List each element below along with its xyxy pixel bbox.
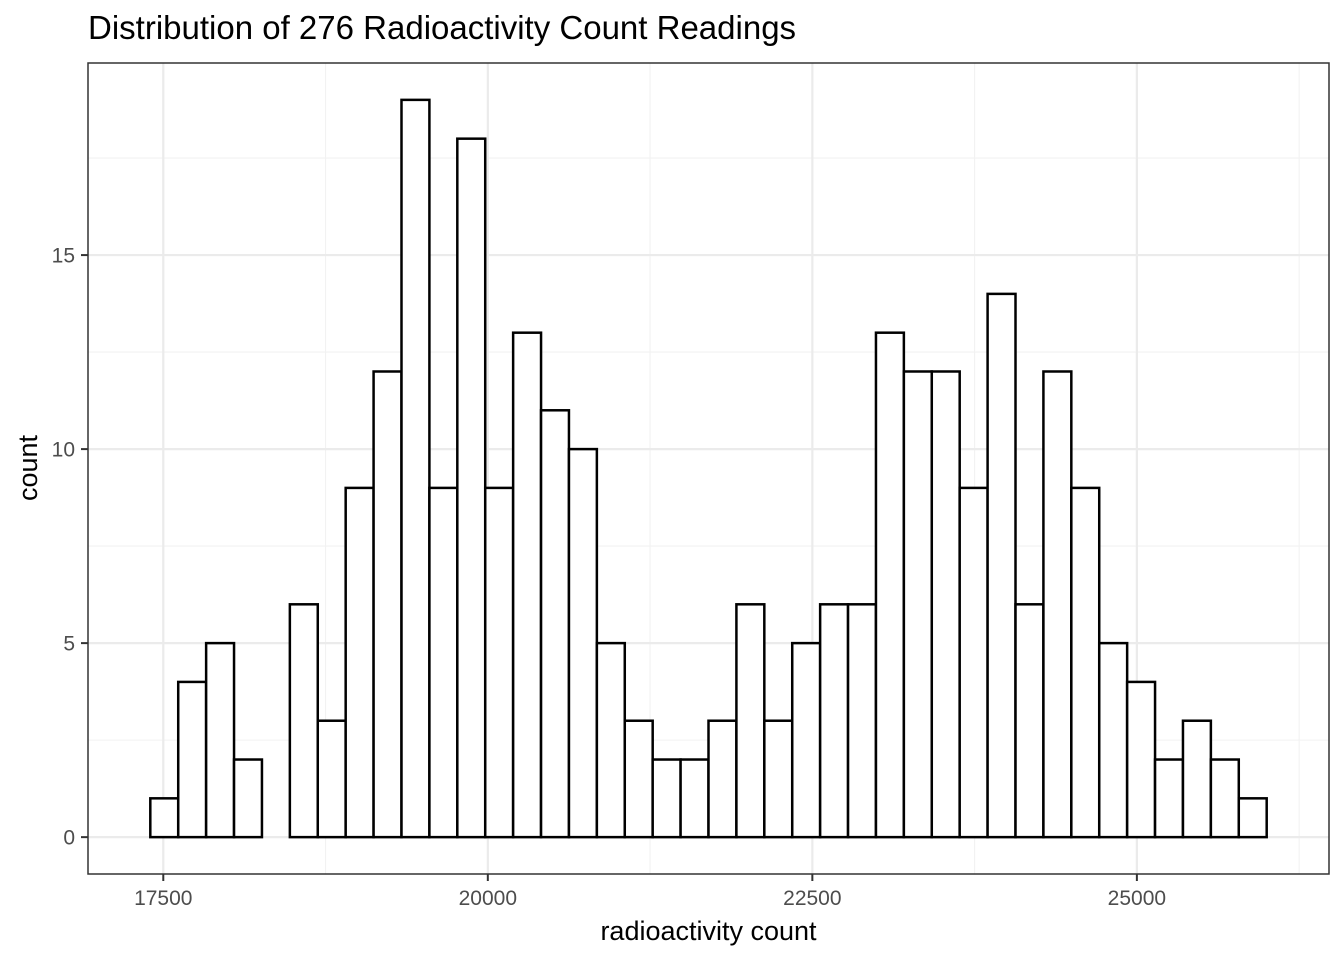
histogram-bar [344, 486, 375, 839]
histogram-bar [428, 486, 459, 839]
histogram-bar [288, 603, 320, 839]
histogram-bar [483, 486, 515, 839]
histogram-bar [790, 641, 822, 839]
histogram-bar [316, 719, 347, 839]
histogram-bar [1042, 370, 1073, 839]
histogram-bar [511, 331, 543, 839]
histogram-bar [456, 137, 487, 839]
histogram-bar [958, 486, 989, 839]
histogram-bar [149, 797, 180, 839]
histogram-bar [930, 370, 961, 839]
histogram-bar [1097, 641, 1129, 839]
y-tick-label: 15 [52, 245, 75, 268]
histogram-bar [232, 758, 264, 839]
histogram-bar [372, 370, 403, 839]
histogram-bar [651, 758, 682, 839]
histogram-bar [204, 641, 236, 839]
x-axis: 17500 20000 22500 25000 [134, 874, 1166, 910]
histogram-bar [986, 292, 1017, 839]
histogram-bar [176, 680, 208, 839]
histogram-bar [735, 603, 766, 839]
histogram-bar [707, 719, 738, 839]
x-axis-label: radioactivity count [600, 916, 817, 946]
histogram-bar [1070, 486, 1101, 839]
panel-border [87, 62, 1330, 875]
y-tick-label: 0 [63, 827, 75, 850]
x-tick-label: 25000 [1108, 887, 1166, 910]
histogram-bar [1181, 719, 1213, 839]
chart-title: Distribution of 276 Radioactivity Count … [88, 9, 796, 46]
y-tick-label: 5 [63, 633, 75, 656]
histogram-bar [1014, 603, 1045, 839]
y-tick-label: 10 [52, 439, 75, 462]
histogram-bar [1125, 680, 1157, 839]
histogram-bar [1153, 758, 1185, 839]
histogram-bar [623, 719, 654, 839]
histogram-bar [846, 603, 878, 839]
y-axis-label: count [13, 434, 43, 501]
histogram-bar [400, 98, 431, 839]
histogram-bar [1237, 797, 1268, 839]
x-tick-label: 20000 [459, 887, 517, 910]
histogram-bar [567, 447, 599, 839]
y-axis: 0 5 10 15 [52, 245, 88, 850]
histogram-bar [818, 603, 850, 839]
x-tick-label: 22500 [783, 887, 841, 910]
histogram-bar [902, 370, 934, 839]
histogram-bar [679, 758, 710, 839]
histogram-bars [149, 98, 1268, 839]
histogram-bar [763, 719, 794, 839]
x-tick-label: 17500 [134, 887, 192, 910]
histogram-bar [1209, 758, 1241, 839]
histogram-bar [539, 409, 571, 839]
histogram-bar [874, 331, 906, 839]
histogram-bar [595, 641, 627, 839]
